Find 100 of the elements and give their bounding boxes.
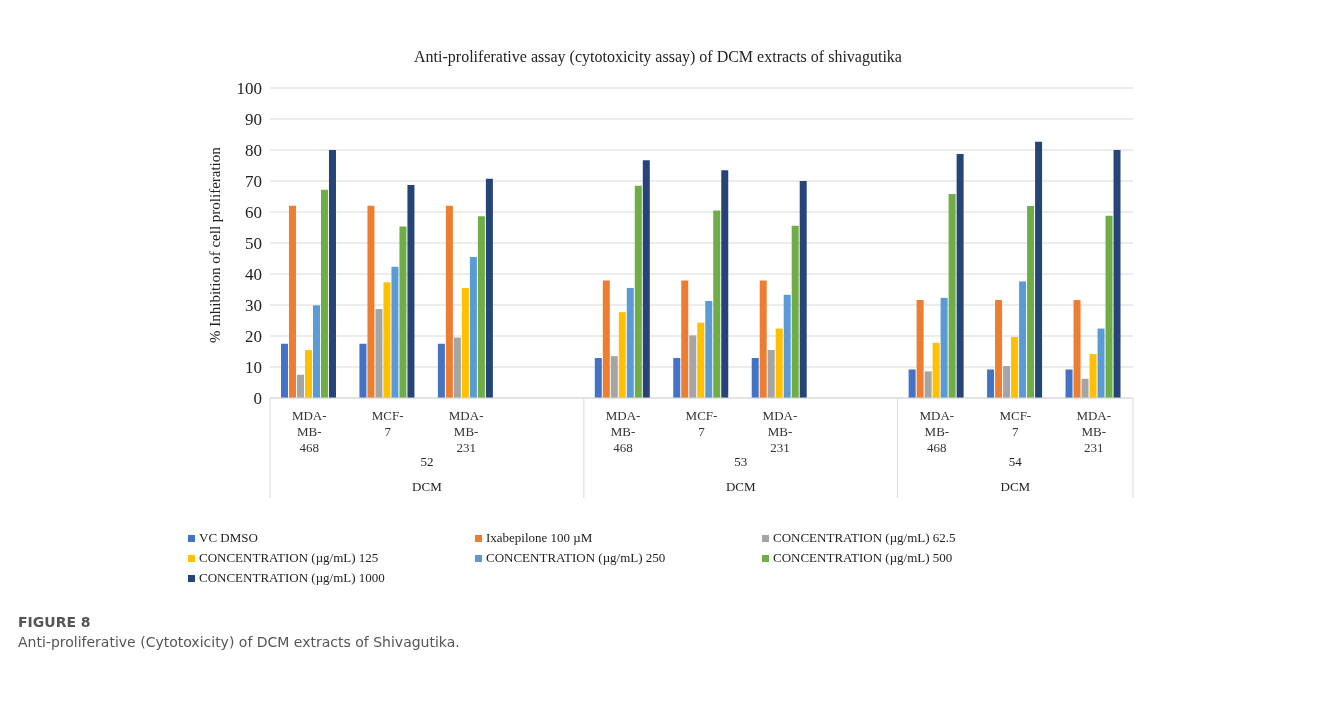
bar	[437, 343, 445, 398]
y-tick-label: 70	[245, 172, 262, 192]
bar	[916, 300, 924, 398]
bar	[296, 374, 304, 398]
y-tick-label: 60	[245, 203, 262, 223]
bar	[399, 226, 407, 398]
bar	[407, 185, 415, 398]
x-tick-label: MDA-MB-468	[605, 408, 641, 455]
bar	[1065, 369, 1073, 398]
x-tick-label: MDA-MB-231	[762, 408, 798, 455]
bar	[445, 205, 453, 398]
caption: FIGURE 8	[18, 614, 92, 630]
bar	[610, 356, 618, 398]
y-tick-label: 80	[245, 141, 262, 161]
bar	[681, 280, 689, 398]
bar	[713, 210, 721, 398]
bar	[940, 297, 948, 398]
x-tick-label: MDA-MB-468	[919, 408, 955, 455]
bar	[932, 342, 940, 398]
x-tick-label: MDA-MB-231	[448, 408, 484, 455]
bar	[705, 300, 713, 398]
bar	[485, 178, 493, 398]
bar	[618, 312, 626, 398]
text: Anti-proliferative (Cytotoxicity) of DCM extracts of Shivagutika.	[18, 634, 461, 650]
text: DCM	[725, 479, 756, 494]
bar	[767, 349, 775, 398]
bar	[1113, 150, 1121, 398]
legend-label: CONCENTRATION (µg/mL) 62.5	[773, 530, 956, 546]
x-tick-label: MDA-MB-231	[1076, 408, 1112, 455]
bar	[775, 328, 783, 398]
bar	[391, 266, 399, 398]
bar	[673, 358, 681, 398]
bar	[1011, 336, 1019, 398]
y-tick-label: 50	[245, 234, 262, 254]
bar	[304, 349, 312, 398]
bar	[1073, 300, 1081, 398]
text: 54	[1008, 454, 1023, 469]
bar	[689, 335, 697, 398]
bar	[461, 287, 469, 398]
bar	[995, 300, 1003, 398]
x-tick-label: MCF-7	[371, 408, 404, 439]
legend-label: Ixabepilone 100 µM	[486, 530, 593, 546]
bar	[1097, 328, 1105, 398]
bar	[1105, 215, 1113, 398]
bar	[721, 170, 729, 398]
y-tick-label: 20	[245, 327, 262, 347]
bar	[956, 154, 964, 398]
legend-label: CONCENTRATION (µg/mL) 1000	[199, 570, 385, 586]
y-tick-label: 90	[245, 110, 262, 130]
bar	[948, 194, 956, 398]
chart-title: Anti-proliferative assay (cytotoxicity assay) of DCM extracts of shivagutika	[413, 48, 903, 66]
x-tick-label: MCF-7	[999, 408, 1032, 439]
bar	[383, 282, 391, 398]
bar	[634, 185, 642, 398]
bar	[1081, 378, 1089, 398]
bar	[280, 343, 288, 398]
x-tick-label: MDA-MB-468	[291, 408, 327, 455]
bar	[469, 256, 477, 398]
bar	[1027, 206, 1035, 398]
y-tick-label: 40	[245, 265, 262, 285]
text: DCM	[412, 479, 443, 494]
bar	[1035, 141, 1043, 398]
bar	[1019, 281, 1027, 398]
legend-label: CONCENTRATION (µg/mL) 500	[773, 550, 953, 566]
bar	[367, 205, 375, 398]
bar	[799, 181, 807, 398]
bar	[477, 216, 485, 398]
y-axis-title: % Inhibition of cell proliferation	[207, 146, 224, 343]
bar	[602, 280, 610, 398]
bar	[642, 160, 650, 398]
bar	[1003, 366, 1011, 398]
bar	[359, 343, 367, 398]
bar	[751, 358, 759, 398]
bar	[697, 322, 705, 398]
y-tick-label: 10	[245, 358, 262, 378]
bar	[791, 225, 799, 398]
legend-label: CONCENTRATION (µg/mL) 250	[486, 550, 666, 566]
bar	[987, 369, 995, 398]
bar	[375, 309, 383, 398]
bar	[908, 369, 916, 398]
bar	[320, 189, 328, 398]
bar	[626, 287, 634, 398]
bar	[924, 371, 932, 398]
bar	[1089, 353, 1097, 398]
legend-label: CONCENTRATION (µg/mL) 125	[199, 550, 379, 566]
text: DCM	[1000, 479, 1031, 494]
bar	[288, 205, 296, 398]
y-tick-label: 0	[253, 389, 262, 409]
text: 52	[420, 454, 434, 469]
bar	[783, 294, 791, 398]
y-tick-label: 100	[236, 79, 262, 99]
bar	[453, 337, 461, 398]
bar	[328, 150, 336, 398]
y-tick-label: 30	[245, 296, 262, 316]
text: 53	[734, 454, 748, 469]
x-tick-label: MCF-7	[685, 408, 718, 439]
legend-label: VC DMSO	[199, 530, 258, 546]
bar	[759, 280, 767, 398]
bar	[594, 358, 602, 398]
bar	[312, 305, 320, 398]
